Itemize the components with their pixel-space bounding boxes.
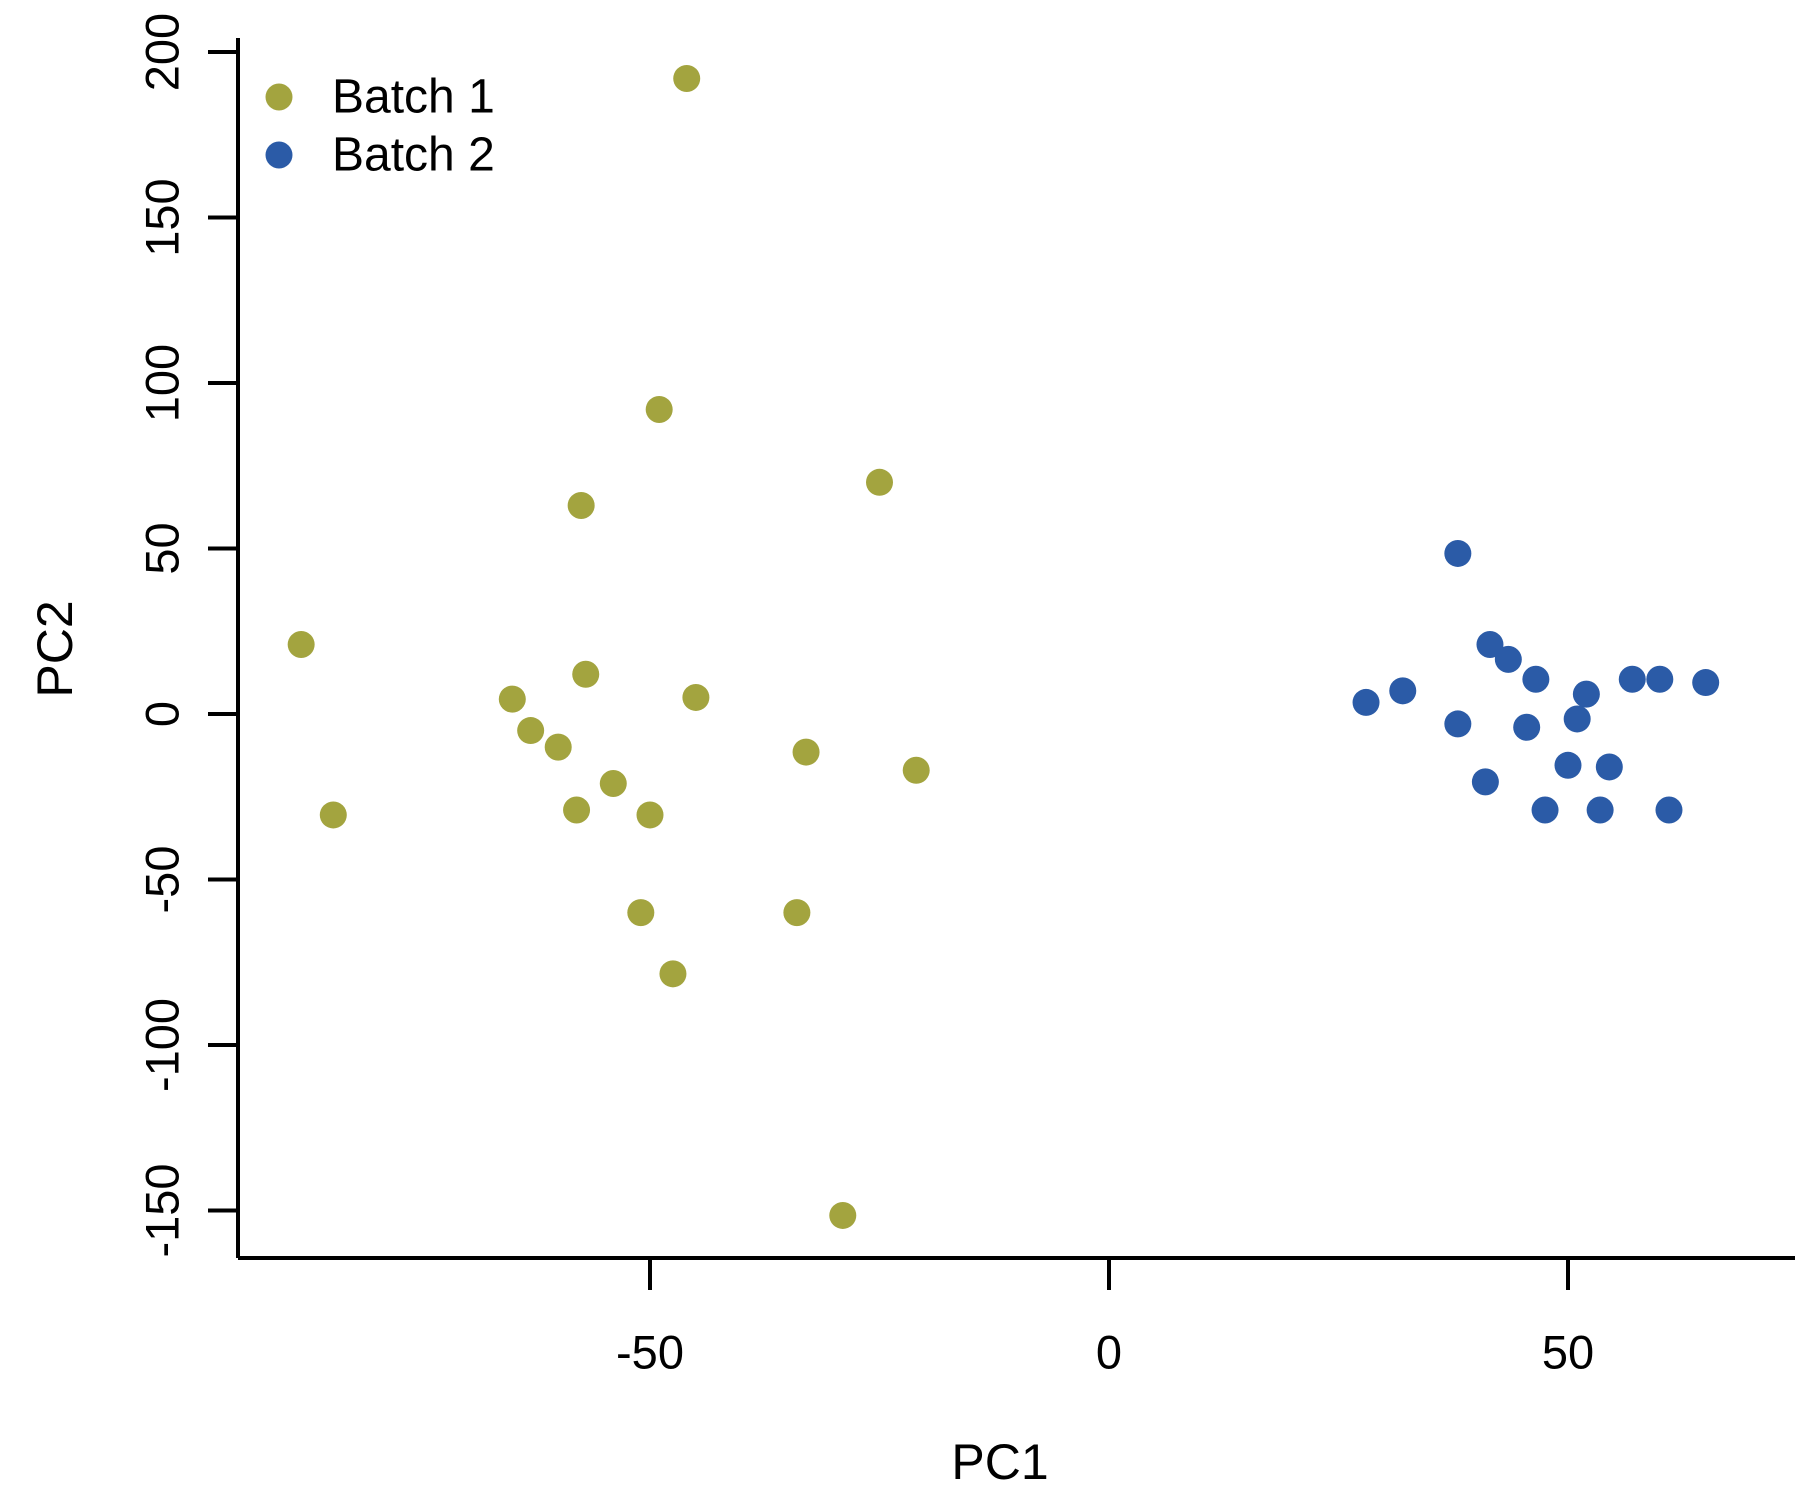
point-batch1 [517, 717, 545, 745]
point-batch1 [627, 899, 655, 927]
y-tick-label: 200 [136, 13, 189, 91]
y-axis-title: PC2 [27, 600, 83, 697]
point-batch1 [636, 801, 664, 829]
legend-marker-batch2 [265, 141, 293, 169]
y-tick-label: 50 [136, 522, 189, 574]
point-batch1 [783, 899, 811, 927]
point-batch2 [1554, 751, 1582, 779]
point-batch2 [1471, 768, 1499, 796]
point-batch1 [673, 64, 701, 92]
point-batch1 [829, 1201, 857, 1229]
point-batch2 [1572, 680, 1600, 708]
x-axis-ticks: -50 0 50 [616, 1258, 1594, 1379]
point-batch2 [1444, 710, 1472, 738]
y-tick-label: -50 [136, 846, 189, 914]
point-batch1 [682, 683, 710, 711]
point-batch2 [1595, 753, 1623, 781]
point-batch2 [1476, 630, 1504, 658]
point-batch2 [1522, 665, 1550, 693]
x-tick-label: 0 [1096, 1326, 1122, 1379]
point-batch2 [1444, 539, 1472, 567]
point-batch2 [1352, 688, 1380, 716]
point-batch2 [1494, 645, 1522, 673]
y-tick-label: 0 [136, 701, 189, 727]
point-batch1 [498, 685, 526, 713]
x-tick-label: -50 [616, 1326, 684, 1379]
x-tick-label: 50 [1542, 1326, 1594, 1379]
y-tick-label: 150 [136, 178, 189, 256]
point-batch1 [659, 960, 687, 988]
point-batch1 [287, 630, 315, 658]
point-batch1 [792, 738, 820, 766]
point-batch2 [1655, 796, 1683, 824]
legend: Batch 1 Batch 2 [265, 71, 495, 182]
y-tick-label: -150 [136, 1163, 189, 1257]
point-batch2 [1692, 669, 1720, 697]
legend-marker-batch1 [265, 83, 293, 111]
point-batch1 [567, 491, 595, 519]
point-batch2 [1389, 677, 1417, 705]
point-batch1 [902, 756, 930, 784]
x-axis-title: PC1 [951, 1434, 1048, 1490]
y-tick-label: -100 [136, 998, 189, 1092]
y-tick-label: 100 [136, 344, 189, 422]
point-batch1 [544, 733, 572, 761]
data-points [287, 64, 1720, 1229]
point-batch1 [563, 796, 591, 824]
legend-label-batch1: Batch 1 [332, 71, 495, 124]
point-batch2 [1563, 705, 1591, 733]
point-batch2 [1586, 796, 1614, 824]
point-batch2 [1618, 665, 1646, 693]
point-batch1 [866, 468, 893, 496]
point-batch2 [1531, 796, 1559, 824]
point-batch1 [319, 801, 347, 829]
y-axis-ticks: 200 150 100 50 0 -50 -100 -150 [136, 13, 238, 1258]
point-batch2 [1513, 713, 1541, 741]
point-batch1 [645, 395, 673, 423]
point-batch1 [572, 660, 600, 688]
legend-label-batch2: Batch 2 [332, 129, 495, 182]
point-batch1 [599, 770, 627, 798]
point-batch2 [1646, 665, 1674, 693]
